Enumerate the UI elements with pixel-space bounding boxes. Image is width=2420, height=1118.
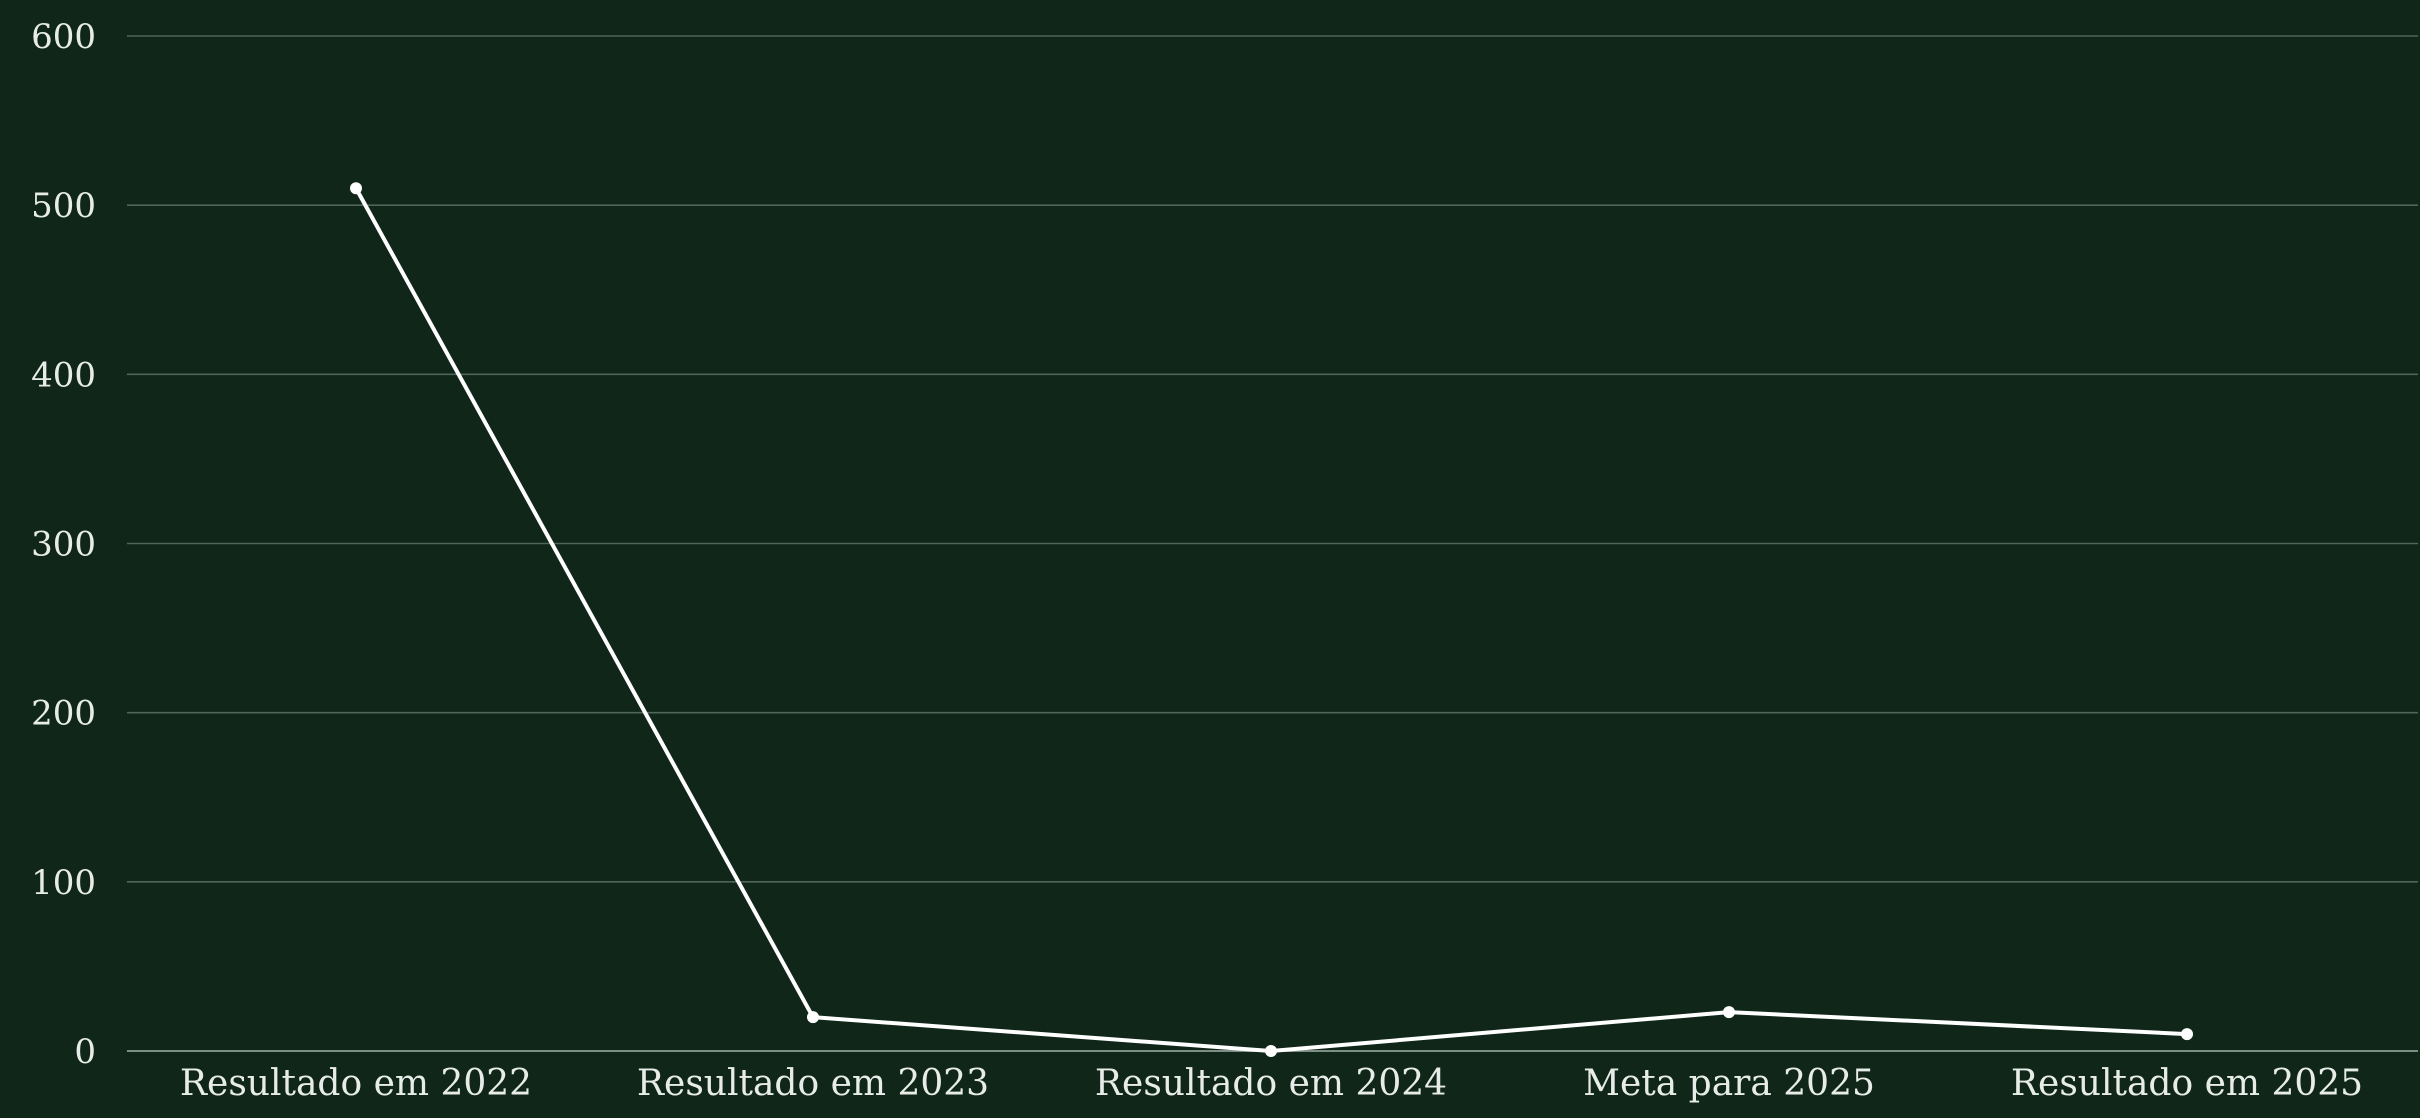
x-tick-label: Meta para 2025: [1583, 1063, 1875, 1104]
y-tick-label: 400: [31, 355, 96, 395]
series-layer: [350, 182, 2193, 1057]
gridlines: [127, 35, 2418, 1052]
data-point: [1265, 1045, 1277, 1057]
x-tick-label: Resultado em 2025: [2011, 1063, 2363, 1104]
y-axis-ticks: 0 100 200 300 400 500 600: [31, 17, 96, 1072]
data-point: [807, 1011, 819, 1024]
y-tick-label: 200: [31, 694, 96, 734]
y-tick-label: 300: [31, 525, 96, 565]
y-tick-label: 100: [31, 863, 96, 903]
data-point: [1723, 1006, 1735, 1019]
x-tick-label: Resultado em 2024: [1095, 1063, 1447, 1104]
y-tick-label: 500: [31, 186, 96, 226]
x-axis-ticks: Resultado em 2022 Resultado em 2023 Result…: [180, 1063, 2363, 1104]
y-tick-label: 600: [31, 17, 96, 57]
data-point: [350, 182, 362, 195]
x-tick-label: Resultado em 2023: [637, 1063, 989, 1104]
x-tick-label: Resultado em 2022: [180, 1063, 532, 1104]
y-tick-label: 0: [74, 1032, 96, 1072]
data-point: [2181, 1028, 2193, 1041]
